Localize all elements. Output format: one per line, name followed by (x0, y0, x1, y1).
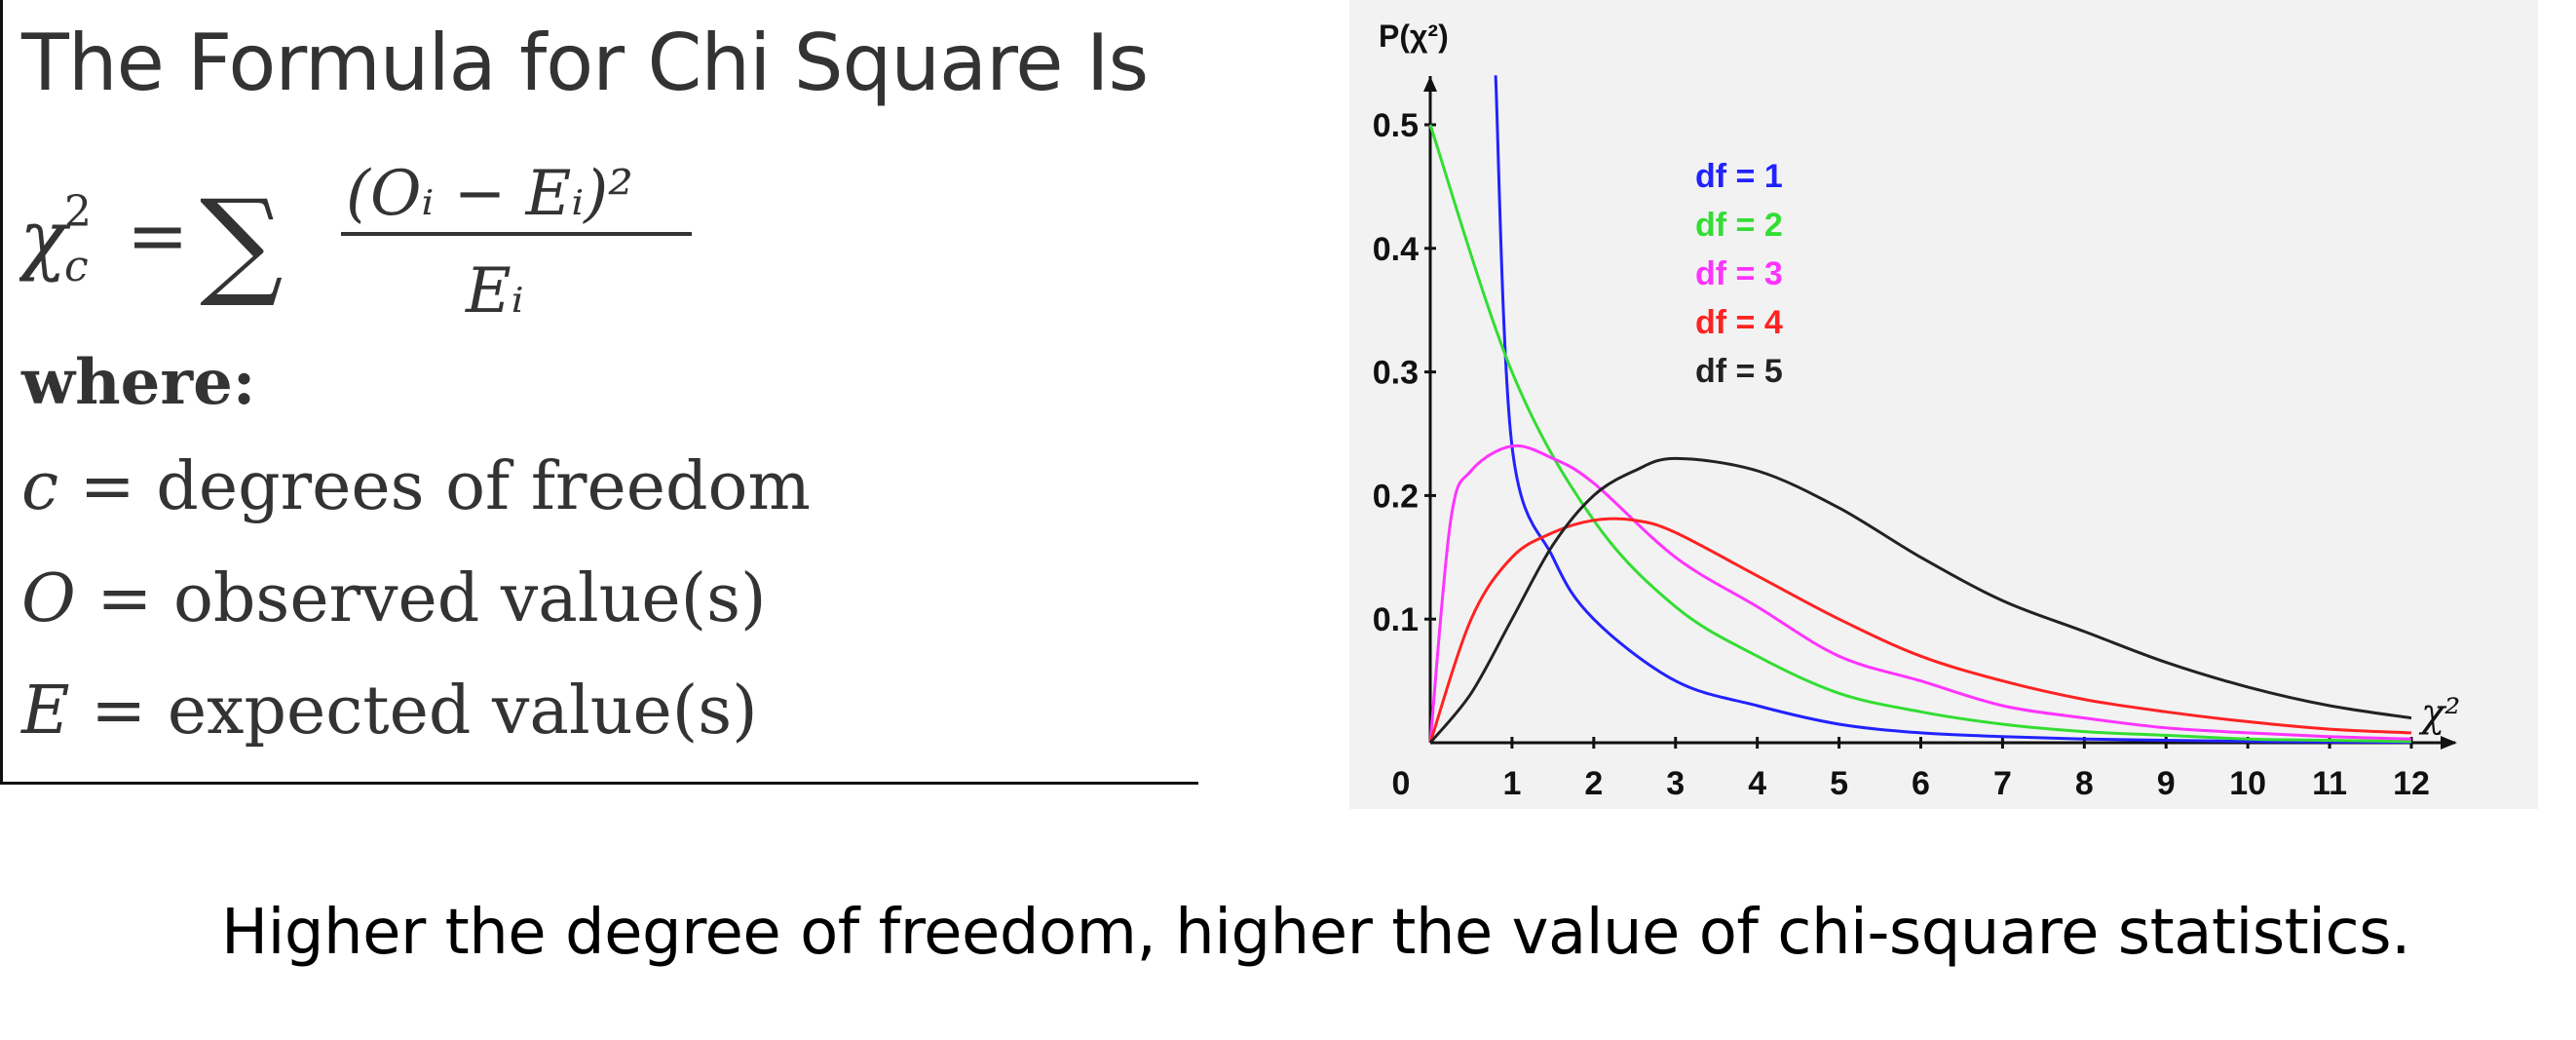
definition-degrees-of-freedom: c = degrees of freedom (21, 448, 811, 525)
formula-denominator: Eᵢ (465, 255, 524, 327)
x-tick-label: 8 (2075, 765, 2094, 802)
series-line-2 (1428, 124, 2412, 744)
x-tick-label: 11 (2312, 765, 2347, 802)
x-tick-label: 0 (1392, 765, 1411, 802)
chart-svg: P(χ²)χ²0.10.20.30.40.50 1 2 3 4 5 6 7 8 9 10 11 12df… (1373, 19, 2461, 802)
legend-entry-3: df = 3 (1695, 255, 1783, 292)
legend-entry-2: df = 2 (1695, 207, 1783, 244)
x-tick-label: 9 (2157, 765, 2176, 802)
formula-equals: = (127, 192, 189, 279)
series-line-1 (1494, 75, 2412, 745)
formula-lhs-symbol: χ (19, 193, 71, 284)
definition-expected-value: E = expected value(s) (21, 673, 758, 750)
series-line-4 (1428, 517, 2412, 744)
series-line-3 (1428, 443, 2412, 744)
x-axis-arrow (2441, 736, 2457, 750)
definition-symbol: c (21, 448, 59, 525)
formula-panel: The Formula for Chi Square Is χ 2 c = ∑ … (0, 0, 1208, 790)
x-axis-label: χ² (2418, 691, 2460, 736)
x-tick-label: 2 (1584, 765, 1603, 802)
x-tick-label: 4 (1748, 765, 1766, 802)
y-tick-label: 0.3 (1373, 355, 1419, 392)
definition-text: = expected value(s) (91, 673, 758, 750)
chi-square-distribution-chart: P(χ²) χ² 0.1 0.2 0.3 0.4 0.5 0 1 2 3 4 5 6 7 8 9 10 11 12 df… (1349, 0, 2538, 809)
x-tick-label: 3 (1666, 765, 1685, 802)
y-tick-label: 0.1 (1373, 601, 1419, 638)
series-line-5 (1428, 456, 2412, 744)
formula-numerator: (Oᵢ − Eᵢ)² (346, 158, 633, 230)
definition-observed-value: O = observed value(s) (21, 560, 767, 637)
legend-entry-5: df = 5 (1695, 353, 1783, 390)
legend-entry-1: df = 1 (1695, 158, 1783, 195)
x-tick-label: 10 (2229, 765, 2266, 802)
definition-symbol: E (21, 673, 70, 750)
definition-text: = degrees of freedom (79, 448, 811, 525)
where-label: where: (21, 346, 256, 419)
y-axis-label: P(χ²) (1379, 19, 1449, 54)
x-tick-label: 1 (1502, 765, 1521, 802)
panel-border (0, 0, 1198, 785)
x-tick-label: 6 (1912, 765, 1930, 802)
chi-square-formula: χ 2 c = ∑ (Oᵢ − Eᵢ)² Eᵢ (19, 158, 692, 327)
caption: Higher the degree of freedom, higher the… (221, 897, 2410, 969)
x-tick-label: 7 (1993, 765, 2012, 802)
x-tick-label: 12 (2393, 765, 2430, 802)
x-tick-label: 5 (1830, 765, 1848, 802)
y-tick-label: 0.2 (1373, 478, 1419, 515)
summation-symbol: ∑ (200, 175, 284, 311)
formula-title: The Formula for Chi Square Is (21, 18, 1149, 108)
definition-symbol: O (21, 560, 76, 637)
y-tick-label: 0.4 (1373, 231, 1419, 268)
formula-lhs-sup: 2 (64, 187, 92, 237)
formula-lhs-sub: c (64, 242, 89, 291)
y-tick-label: 0.5 (1373, 107, 1419, 144)
legend-entry-4: df = 4 (1695, 304, 1783, 341)
definition-text: = observed value(s) (96, 560, 767, 637)
y-axis-arrow (1423, 76, 1437, 92)
